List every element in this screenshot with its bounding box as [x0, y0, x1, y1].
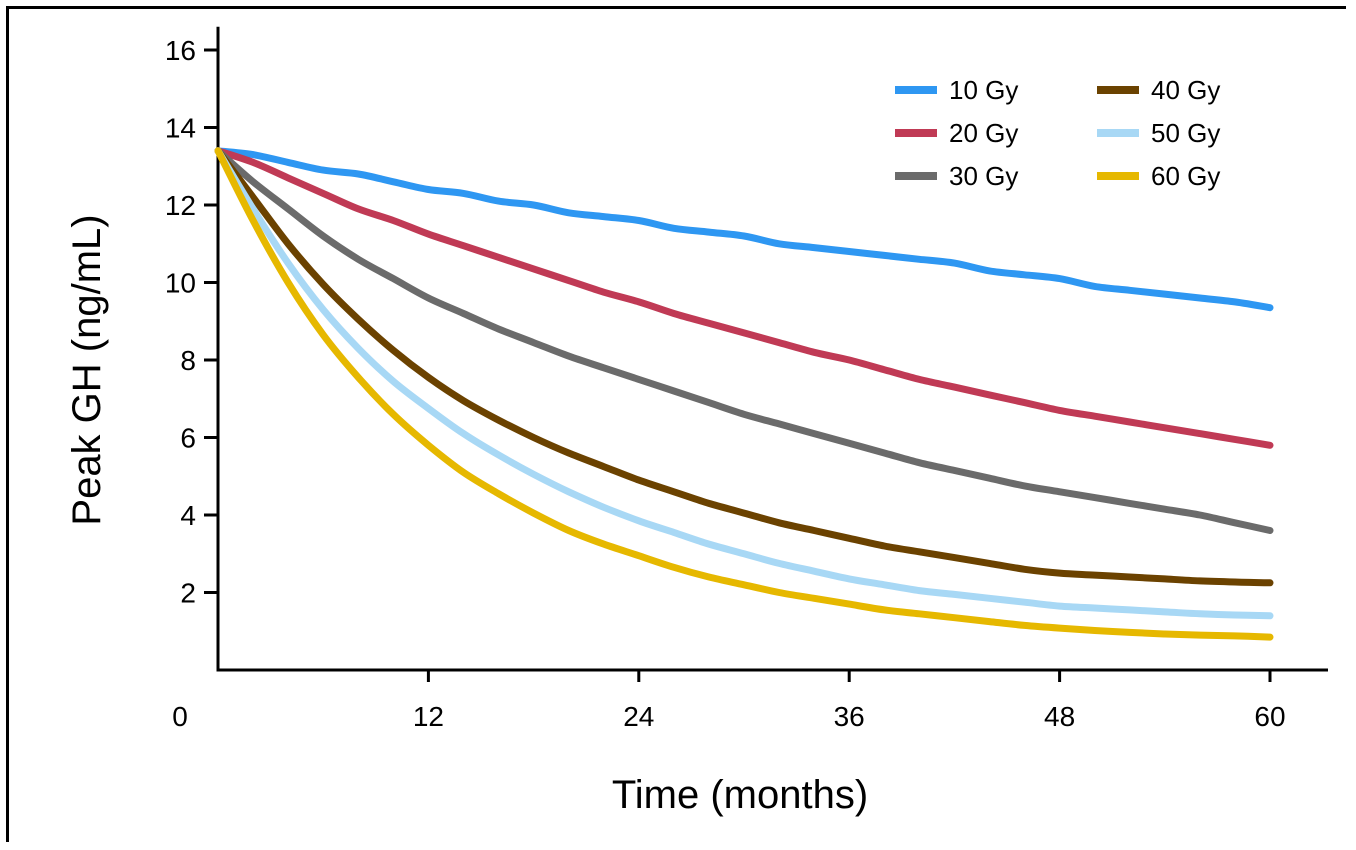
y-tick-label: 2	[180, 578, 196, 609]
x-axis-title: Time (months)	[612, 773, 868, 817]
y-tick-label: 10	[165, 268, 196, 299]
series-line-20-gy	[214, 147, 1274, 449]
legend-label: 50 Gy	[1151, 118, 1220, 148]
y-tick-label: 16	[165, 35, 196, 66]
y-tick-label: 12	[165, 190, 196, 221]
series-lines	[214, 147, 1274, 641]
series-line-30-gy	[214, 147, 1274, 534]
legend-label: 20 Gy	[949, 118, 1018, 148]
x-tick-label: 24	[623, 701, 654, 732]
series-line-50-gy	[214, 147, 1274, 620]
y-tick-label: 14	[165, 113, 196, 144]
x-tick-label: 0	[172, 701, 188, 732]
series-line-10-gy	[214, 147, 1274, 312]
y-tick-label: 6	[180, 423, 196, 454]
y-tick-label: 4	[180, 500, 196, 531]
figure-frame	[6, 6, 1346, 842]
legend: 10 Gy 20 Gy 30 Gy 40 Gy 50 Gy 60 Gy	[895, 75, 1220, 191]
x-tick-label: 48	[1044, 701, 1075, 732]
y-tick-label: 8	[180, 345, 196, 376]
series-line-60-gy	[214, 147, 1274, 641]
legend-label: 10 Gy	[949, 75, 1018, 105]
legend-label: 30 Gy	[949, 161, 1018, 191]
x-tick-label: 12	[413, 701, 444, 732]
x-tick-label: 36	[834, 701, 865, 732]
x-tick-label: 60	[1254, 701, 1285, 732]
legend-label: 60 Gy	[1151, 161, 1220, 191]
series-line-40-gy	[214, 147, 1274, 587]
y-axis-title: Peak GH (ng/mL)	[65, 214, 109, 525]
legend-label: 40 Gy	[1151, 75, 1220, 105]
